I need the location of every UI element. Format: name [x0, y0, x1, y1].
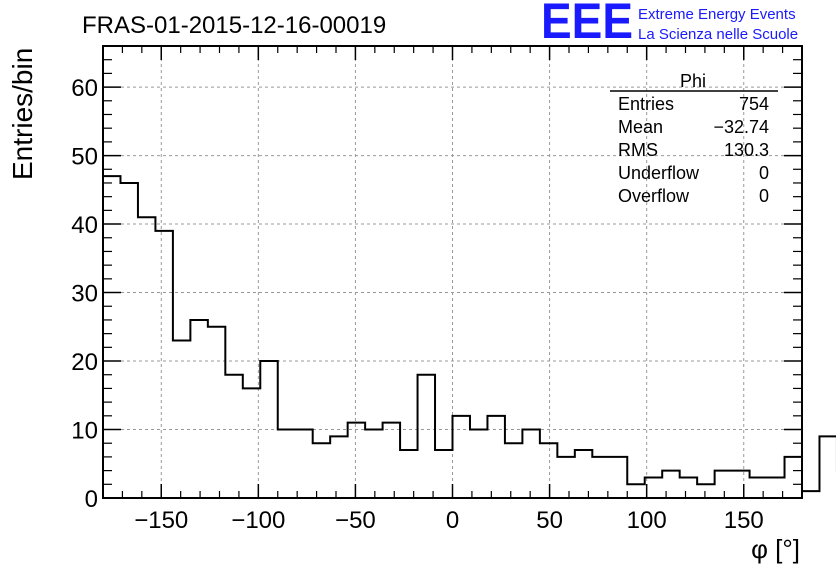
y-tick-label: 20 [71, 349, 98, 376]
x-tick-label: 100 [627, 507, 667, 534]
logo-line2: La Scienza nelle Scuole [638, 26, 798, 43]
stats-label: Mean [618, 117, 663, 137]
stats-value: 0 [759, 163, 769, 183]
stats-label: Underflow [618, 163, 700, 183]
y-tick-label: 10 [71, 418, 98, 445]
x-tick-label: −50 [335, 507, 376, 534]
stats-label: Entries [618, 94, 674, 114]
stats-value: 130.3 [724, 140, 769, 160]
histogram-outline [103, 175, 836, 493]
stats-box-name: Phi [680, 71, 706, 91]
x-axis-label: φ [°] [751, 534, 800, 564]
y-tick-label: 0 [85, 486, 98, 513]
x-tick-label: −100 [231, 507, 285, 534]
stats-box: Phi Entries 754 Mean −32.74 RMS 130.3 Underflo… [610, 71, 778, 206]
y-axis-label: Entries/bin [7, 48, 38, 180]
y-tick-label: 50 [71, 144, 98, 171]
stats-value: −32.74 [713, 117, 769, 137]
stats-value: 754 [739, 94, 769, 114]
x-tick-label: −150 [134, 507, 188, 534]
logo-text: EEE [541, 0, 633, 49]
x-tick-label: 150 [724, 507, 764, 534]
x-tick-label: 0 [446, 507, 459, 534]
y-tick-label: 30 [71, 281, 98, 308]
stats-rows: Entries 754 Mean −32.74 RMS 130.3 Underflow 0 Ov… [618, 94, 769, 206]
stats-label: RMS [618, 140, 658, 160]
y-tick-label: 60 [71, 75, 98, 102]
eee-logo: EEE Extreme Energy Events La Scienza nel… [541, 0, 798, 49]
plot-frame [102, 45, 803, 499]
chart-title: FRAS-01-2015-12-16-00019 [82, 12, 386, 39]
logo-line1: Extreme Energy Events [638, 6, 796, 23]
axis-ticks [103, 46, 802, 499]
stats-label: Overflow [618, 186, 690, 206]
y-tick-labels: 0 10 20 30 40 50 60 [71, 75, 98, 513]
x-tick-label: 50 [536, 507, 563, 534]
x-tick-labels: −150 −100 −50 0 50 100 150 [134, 507, 764, 534]
y-tick-label: 40 [71, 212, 98, 239]
stats-value: 0 [759, 186, 769, 206]
grid [103, 46, 802, 499]
